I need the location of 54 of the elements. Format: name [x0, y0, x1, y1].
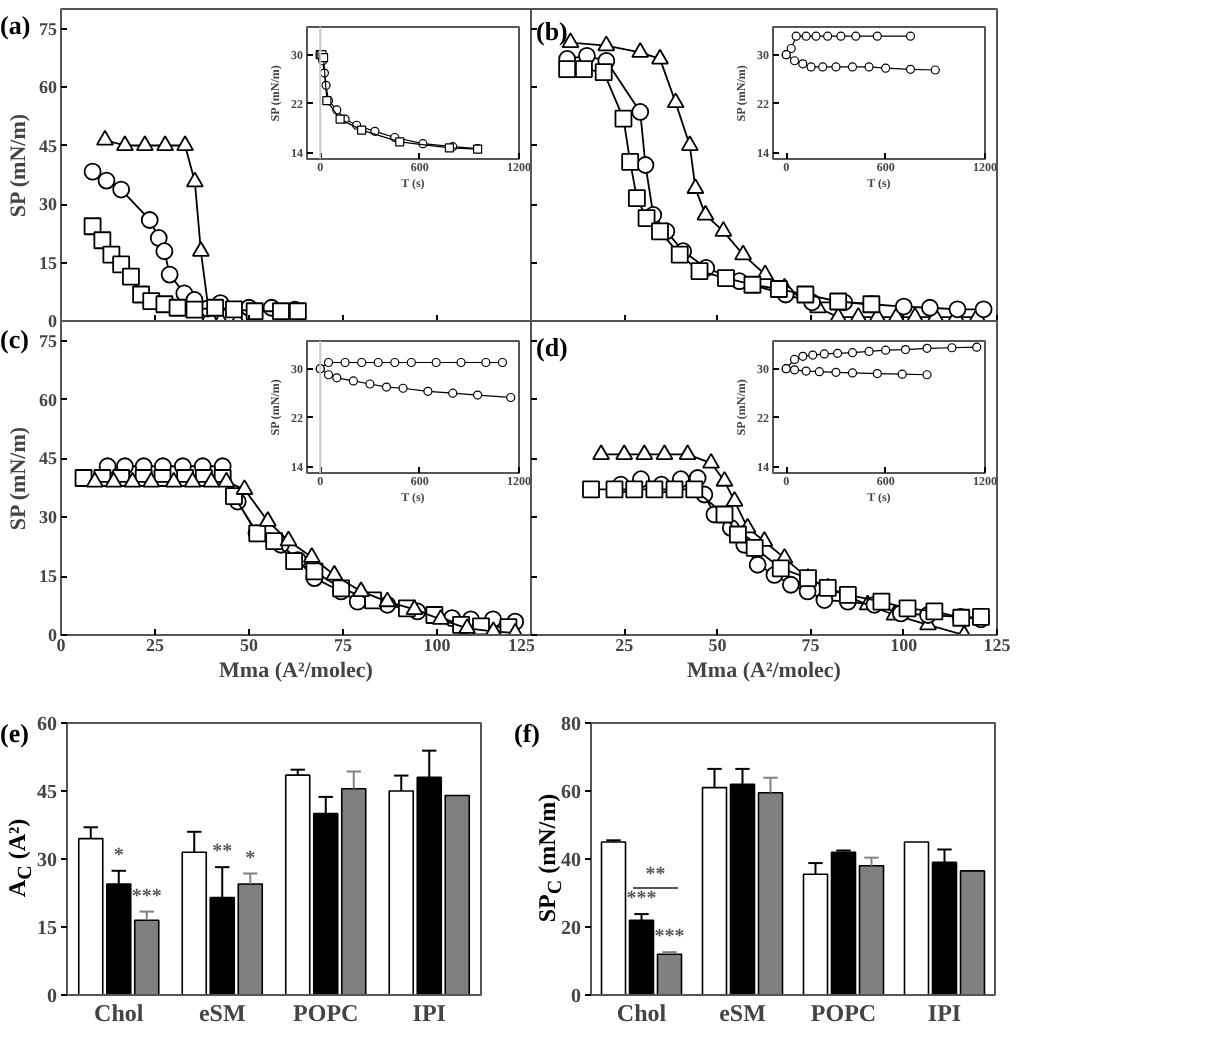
y-tick-label: 30 [37, 850, 57, 872]
x-tick-label: 125 [508, 635, 536, 655]
y-axis-title: SP (mN/m) [7, 113, 31, 218]
x-axis-title: Mma (A²/molec) [219, 659, 374, 683]
y-tick-label: 60 [37, 714, 57, 736]
y-tick-label: 75 [39, 330, 58, 351]
y-tick-label: 40 [561, 850, 581, 872]
y-tick-label: 60 [561, 782, 581, 804]
y-tick-label: 45 [37, 782, 57, 804]
x-tick-label: 100 [890, 635, 919, 655]
y-tick-label: 75 [39, 18, 58, 39]
x-axis-title: Mma (A²/molec) [687, 659, 842, 683]
data-label: *** [131, 885, 162, 908]
y-tick-label: 30 [39, 194, 58, 214]
chart-title: (b) [536, 16, 568, 48]
chart-title: (c) [0, 324, 29, 356]
x-tick-label: eSM [198, 999, 246, 1027]
data-label: * [113, 844, 124, 867]
data-label: * [245, 847, 256, 870]
y-tick-label: 15 [39, 252, 58, 273]
x-tick-label: 100 [423, 635, 452, 655]
x-tick-label: 75 [801, 635, 821, 655]
x-tick-label: IPI [412, 999, 447, 1027]
chart-title: (d) [536, 332, 568, 364]
data-label: *** [654, 926, 685, 949]
y-tick-label: 20 [561, 918, 581, 940]
data-label: *** [626, 888, 657, 911]
x-tick-label: Chol [94, 999, 145, 1027]
y-axis-title: SP (mN/m) [7, 426, 31, 531]
x-tick-label: 25 [615, 635, 635, 655]
x-tick-label: 50 [240, 635, 259, 655]
y-tick-label: 15 [39, 566, 58, 587]
x-tick-label: Chol [616, 999, 668, 1027]
chart-title: (a) [0, 10, 31, 42]
y-tick-label: 60 [39, 77, 58, 97]
chart-title: (e) [0, 718, 29, 750]
y-tick-label: 45 [39, 448, 58, 469]
y-tick-label: 15 [37, 918, 57, 940]
data-label: ** [212, 841, 233, 864]
x-tick-label: 75 [334, 635, 353, 655]
y-tick-label: 80 [561, 714, 581, 736]
chart-title: (f) [514, 718, 540, 750]
y-tick-label: 30 [39, 507, 58, 528]
x-tick-label: eSM [719, 999, 766, 1027]
y-tick-label: 45 [39, 135, 58, 156]
x-tick-label: POPC [293, 999, 359, 1027]
y-tick-label: 60 [39, 389, 58, 410]
x-tick-label: 125 [983, 635, 1012, 655]
x-tick-label: POPC [810, 999, 877, 1027]
x-tick-label: IPI [927, 999, 962, 1027]
x-tick-label: 50 [708, 635, 728, 655]
x-tick-label: 25 [146, 635, 165, 655]
annotation: ** [645, 864, 666, 887]
y-tick-label: 0 [48, 311, 58, 331]
